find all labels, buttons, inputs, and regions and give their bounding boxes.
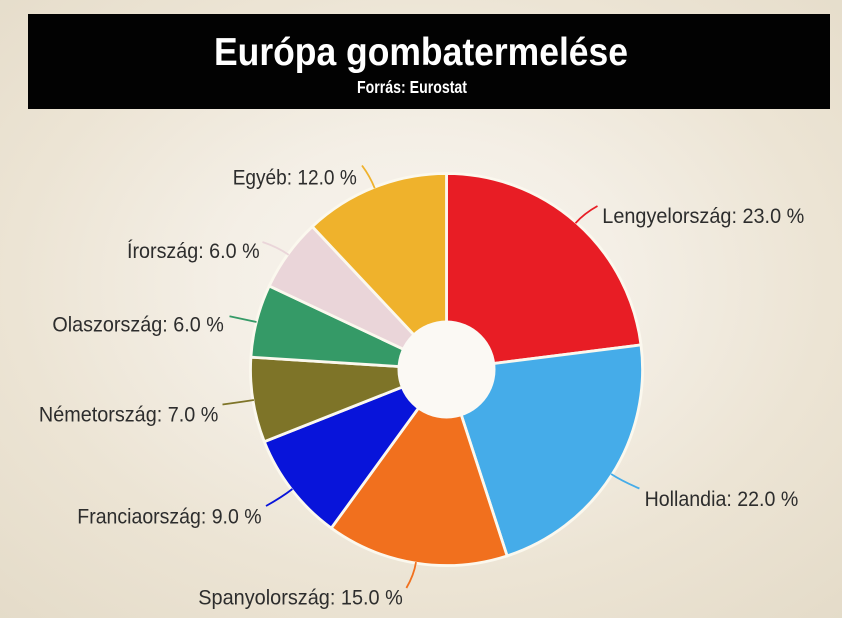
svg-text:Spanyolország: 15.0 %: Spanyolország: 15.0 %	[198, 586, 402, 610]
svg-text:Forrás: Eurostat: Forrás: Eurostat	[357, 77, 467, 97]
svg-text:Németország: 7.0 %: Németország: 7.0 %	[39, 403, 219, 427]
svg-text:Írország: 6.0 %: Írország: 6.0 %	[127, 238, 260, 263]
svg-text:Egyéb: 12.0 %: Egyéb: 12.0 %	[233, 166, 357, 190]
svg-text:Európa gombatermelése: Európa gombatermelése	[214, 31, 628, 74]
svg-text:Hollandia: 22.0 %: Hollandia: 22.0 %	[645, 487, 799, 511]
svg-text:Olaszország: 6.0 %: Olaszország: 6.0 %	[52, 313, 223, 337]
svg-text:Lengyelország: 23.0 %: Lengyelország: 23.0 %	[602, 204, 804, 228]
svg-text:Franciaország: 9.0 %: Franciaország: 9.0 %	[77, 505, 261, 529]
